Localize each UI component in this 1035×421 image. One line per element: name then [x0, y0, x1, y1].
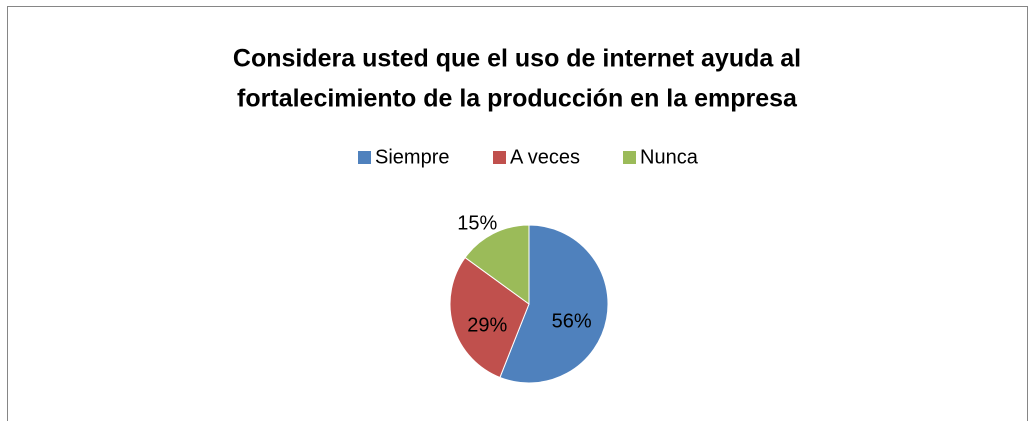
chart-frame [7, 6, 1028, 421]
chart-title: fortalecimiento de la producción en la e… [237, 85, 798, 113]
legend-swatch [358, 151, 371, 164]
pie-slice [499, 224, 609, 384]
pie-slice [449, 256, 530, 379]
pie-slice [464, 224, 530, 305]
legend-label: Nunca [640, 146, 699, 168]
legend-swatch [493, 151, 506, 164]
legend-label: A veces [510, 146, 580, 168]
data-label: 29% [467, 314, 507, 336]
chart-title: Considera usted que el uso de internet a… [233, 45, 801, 73]
legend-swatch [623, 151, 636, 164]
data-label: 56% [552, 310, 592, 332]
data-label: 15% [457, 212, 497, 234]
legend-label: Siempre [375, 146, 449, 168]
